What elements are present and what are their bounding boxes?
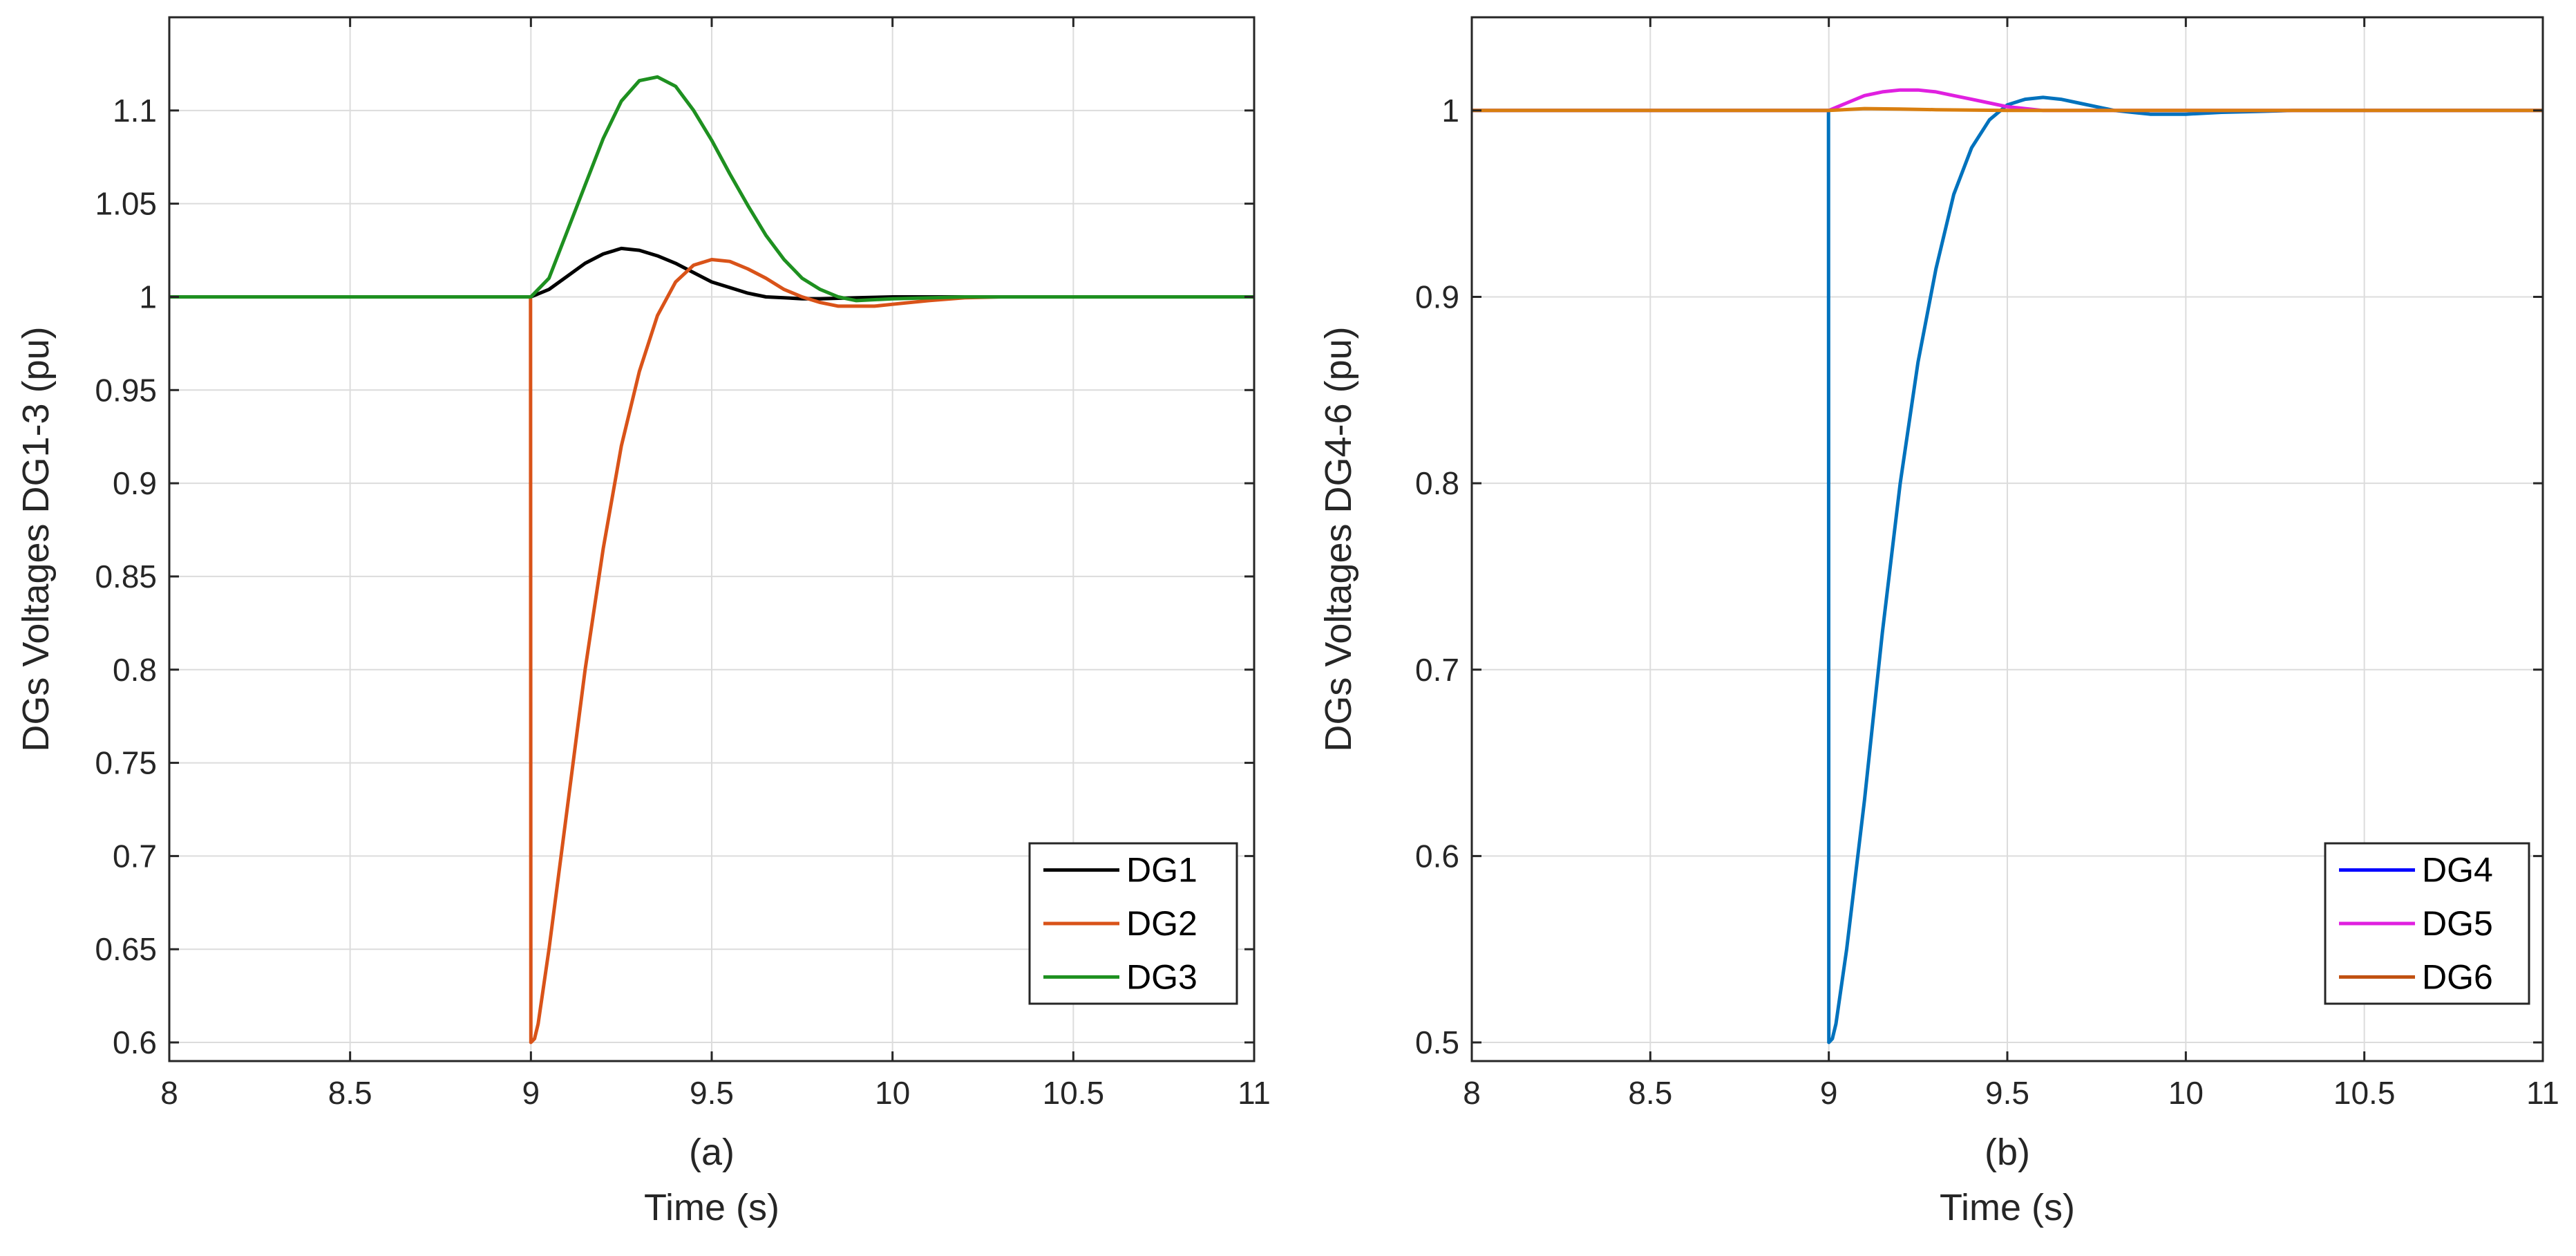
chart-a-legend-label-dg2: DG2: [1126, 904, 1197, 943]
chart-b-plot-area: [1472, 88, 2543, 1044]
chart-a-caption: (a): [689, 1132, 735, 1173]
chart-a-legend-label-dg3: DG3: [1126, 957, 1197, 996]
chart-a-ytick-label: 0.6: [113, 1024, 157, 1060]
chart-a-series-dg1: [169, 246, 1254, 301]
chart-a-legend-label-dg1: DG1: [1126, 851, 1197, 890]
chart-b-ytick-label: 1: [1441, 93, 1459, 129]
chart-a-series-dg2: [169, 258, 1254, 1044]
chart-b-xtick-label: 10: [2168, 1075, 2204, 1111]
chart-a-ytick-label: 1.05: [95, 186, 157, 222]
chart-a-ytick-label: 0.85: [95, 559, 157, 594]
chart-a-xtick-label: 11: [1238, 1075, 1271, 1111]
chart-a-ytick-label: 1.1: [113, 93, 157, 129]
chart-b-ytick-label: 0.7: [1415, 652, 1459, 688]
chart-a-legend: DG1 DG2 DG3: [1028, 842, 1238, 1005]
chart-b-caption: (b): [1985, 1132, 2030, 1173]
chart-b-ytick-label: 0.6: [1415, 838, 1459, 874]
chart-a-ytick-label: 0.9: [113, 465, 157, 501]
chart-a-ytick-label: 0.95: [95, 372, 157, 408]
panel-b: 8 8.5 9 9.5 10 10.5 11 0.5 0.6 0.7 0.8 0.9 1 (b) Time …: [1318, 16, 2559, 1228]
chart-b-ytick-label: 0.8: [1415, 465, 1459, 501]
chart-a-ylabel: DGs Voltages DG1-3 (pu): [15, 326, 57, 751]
chart-b-xtick-label: 8.5: [1628, 1075, 1672, 1111]
chart-b-xtick-label: 9: [1820, 1075, 1838, 1111]
chart-b-legend-label-dg6: DG6: [2422, 957, 2493, 996]
chart-b-xtick-label: 10.5: [2333, 1075, 2396, 1111]
chart-b-xtick-label: 11: [2526, 1075, 2559, 1111]
chart-a-xlabel: Time (s): [644, 1187, 779, 1228]
chart-b-ytick-label: 0.5: [1415, 1024, 1459, 1060]
chart-b-legend: DG4 DG5 DG6: [2324, 842, 2530, 1005]
chart-a-xtick-label: 10.5: [1043, 1075, 1105, 1111]
chart-a-ytick-label: 0.65: [95, 931, 157, 967]
chart-b-xtick-label: 8: [1463, 1075, 1481, 1111]
chart-b-xtick-label: 9.5: [1985, 1075, 2029, 1111]
chart-a-series-dg3: [169, 75, 1254, 303]
chart-a-ytick-label: 0.8: [113, 652, 157, 688]
chart-b-ylabel: DGs Voltages DG4-6 (pu): [1318, 326, 1359, 751]
chart-a-xtick-label: 10: [875, 1075, 910, 1111]
chart-a-ytick-label: 0.7: [113, 838, 157, 874]
chart-a-xtick-label: 9.5: [690, 1075, 734, 1111]
chart-b-xlabel: Time (s): [1940, 1187, 2075, 1228]
chart-a-plot-area: [169, 75, 1254, 1044]
chart-a-ytick-label: 0.75: [95, 745, 157, 781]
panel-a: 8 8.5 9 9.5 10 10.5 11 0.6 0.65 0.7 0.75 0.8 0.85 0.9…: [15, 16, 1271, 1228]
chart-a-xtick-label: 9: [522, 1075, 540, 1111]
chart-b-legend-label-dg5: DG5: [2422, 904, 2493, 943]
chart-b-series-dg4: [1472, 95, 2543, 1044]
chart-b-ytick-label: 0.9: [1415, 279, 1459, 315]
chart-b-series-dg6: [1472, 106, 2543, 113]
chart-a-xtick-label: 8: [160, 1075, 178, 1111]
chart-a-xtick-label: 8.5: [328, 1075, 372, 1111]
chart-b-legend-label-dg4: DG4: [2422, 851, 2493, 890]
chart-a-ytick-label: 1: [139, 279, 157, 315]
